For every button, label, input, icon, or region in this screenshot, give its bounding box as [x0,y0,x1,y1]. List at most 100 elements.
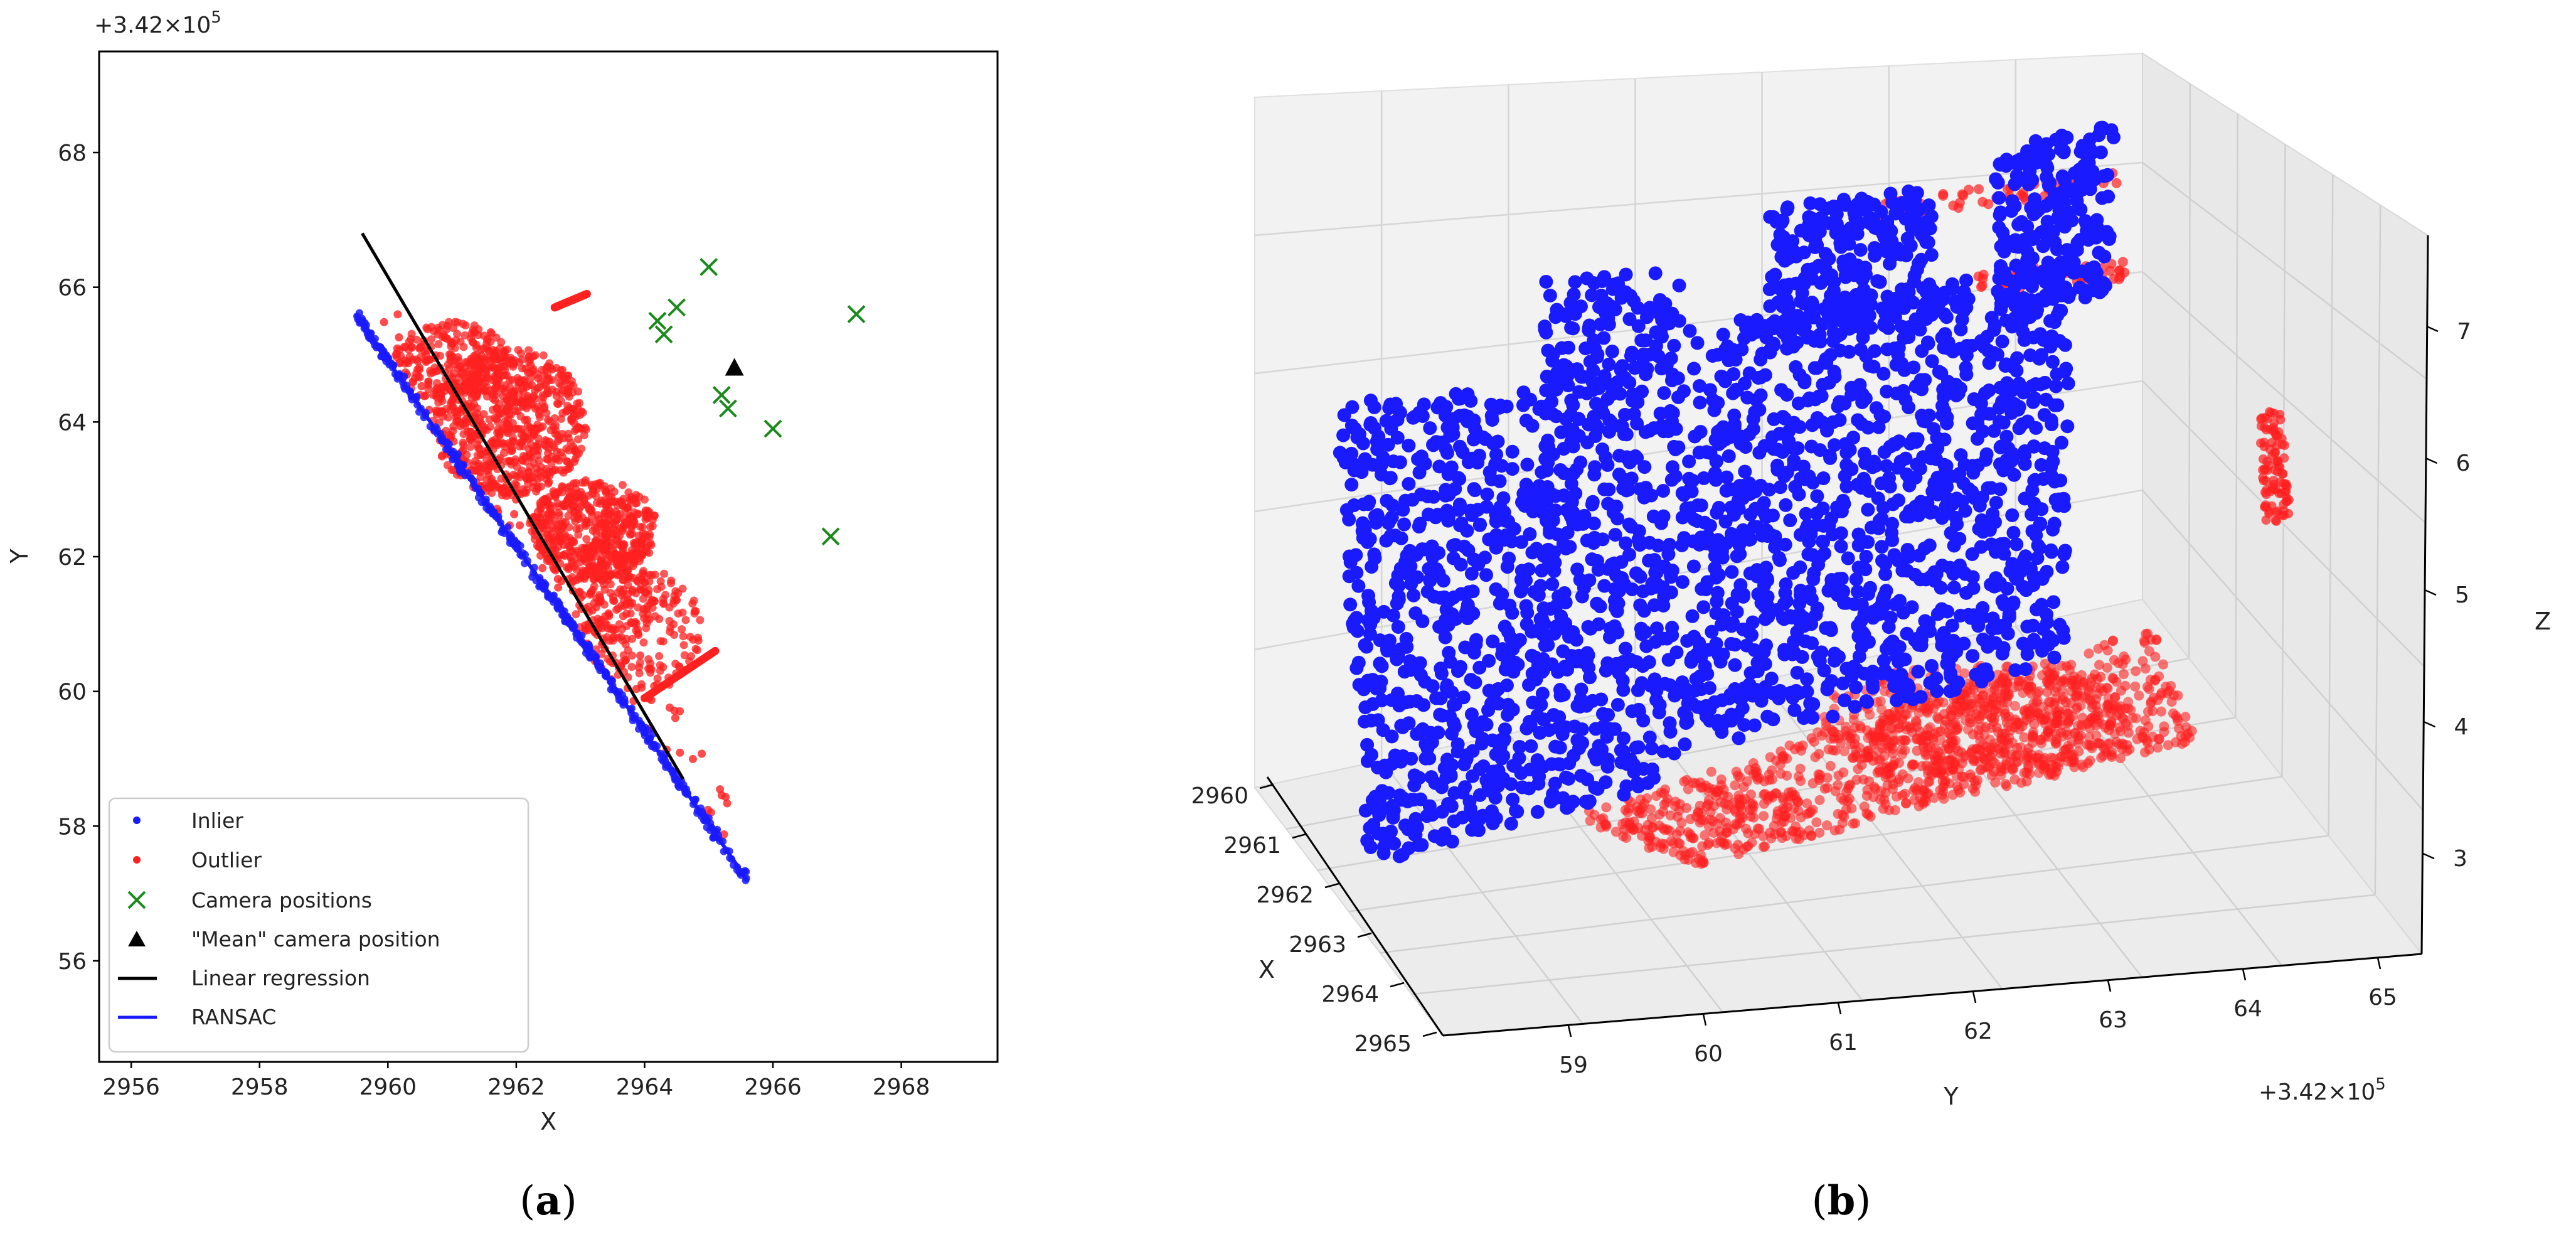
inlier-point [1413,656,1427,670]
outlier-point [2134,690,2144,701]
outlier-point [2050,739,2061,749]
outlier-point [590,582,599,591]
outlier-point [2117,712,2128,723]
outlier-point [417,382,426,390]
outlier-point [1985,744,1996,755]
inlier-point [1434,395,1448,410]
outlier-point [1621,832,1632,843]
outlier-point [634,577,642,586]
panel-a-x-axis-label: X [540,1108,556,1135]
inlier-point [1590,781,1605,796]
outlier-point [1767,792,1778,803]
inlier-point [1432,459,1447,474]
outlier-point [570,427,579,436]
outlier-point [2048,670,2058,681]
outlier-point [1984,734,1995,745]
inlier-point [1358,638,1372,652]
inlier-point [1397,517,1412,532]
inlier-point [1622,312,1637,326]
outlier-point [1923,731,1934,742]
outlier-point [533,474,542,483]
inlier-point [1508,759,1522,773]
outlier-point [411,373,420,382]
outlier-point [1646,813,1657,824]
outlier-point [1900,788,1910,799]
outlier-point [694,636,703,645]
outlier-point [1806,831,1817,842]
outlier-point [543,449,552,458]
outlier-point [580,621,589,630]
legend-label-camera: Camera positions [191,888,372,913]
outlier-point [558,483,567,491]
outlier-point [1814,795,1825,805]
outlier-point [2137,656,2148,667]
inlier-point [1368,551,1382,565]
outlier-point [511,458,519,466]
inlier-point [1410,820,1424,835]
inlier-point [1575,722,1589,736]
outlier-point [2021,709,2031,719]
outlier-point [1683,784,1693,795]
outlier-point [602,550,611,559]
outlier-point [477,420,486,429]
outlier-point [1601,802,1612,813]
inlier-point [1444,460,1459,474]
inlier-point [1355,517,1370,531]
outlier-point [666,623,675,632]
outlier-point [1973,730,1984,741]
outlier-point [2274,488,2284,498]
outlier-point [1922,749,1933,760]
outlier-point [2272,467,2282,477]
inlier-point [1648,266,1663,281]
outlier-point [689,596,698,605]
inlier-point [1580,436,1595,450]
outlier-point [1741,823,1752,834]
outlier-point [1863,752,1873,763]
inlier-point [1434,591,1448,605]
outlier-point [553,499,562,508]
outlier-point [517,425,526,434]
outlier-point [618,624,627,633]
outlier-point [1729,797,1740,808]
outlier-point [2049,716,2060,727]
outlier-point [607,508,615,517]
outlier-point [1672,811,1683,822]
outlier-point [1880,763,1891,773]
outlier-point [1767,765,1777,776]
inlier-point [1388,528,1402,543]
outlier-point [1966,747,1976,758]
legend-label-outlier: Outlier [191,848,262,872]
outlier-point [1693,808,1703,818]
outlier-point [425,355,434,364]
outlier-point [565,392,573,401]
inlier-point [1441,618,1456,632]
outlier-point [407,329,416,338]
inlier-point [1375,458,1389,472]
outlier-point [592,491,600,500]
outlier-point [2001,735,2012,746]
outlier-point [424,380,433,389]
outlier-point [434,340,443,348]
inlier-point [1565,422,1580,437]
outlier-point [2139,638,2150,648]
outlier-point [2009,682,2020,692]
inlier-point [1546,708,1561,722]
outlier-point [534,374,543,383]
inlier-point [1553,683,1567,697]
outlier-point [1977,196,1988,207]
inlier-point [1426,438,1440,452]
outlier-point [1934,754,1945,765]
inlier-point [1388,748,1402,763]
outlier-point [679,632,688,641]
outlier-point [2257,413,2267,423]
outlier-point [1639,825,1650,835]
inlier-point [1356,436,1370,451]
inlier-point [1452,409,1467,423]
outlier-point [518,485,527,494]
outlier-point [1823,744,1834,755]
outlier-point [543,415,552,424]
outlier-point [636,585,644,594]
outlier-point [593,511,602,520]
inlier-point [1564,434,1578,449]
inlier-point [1587,517,1601,531]
